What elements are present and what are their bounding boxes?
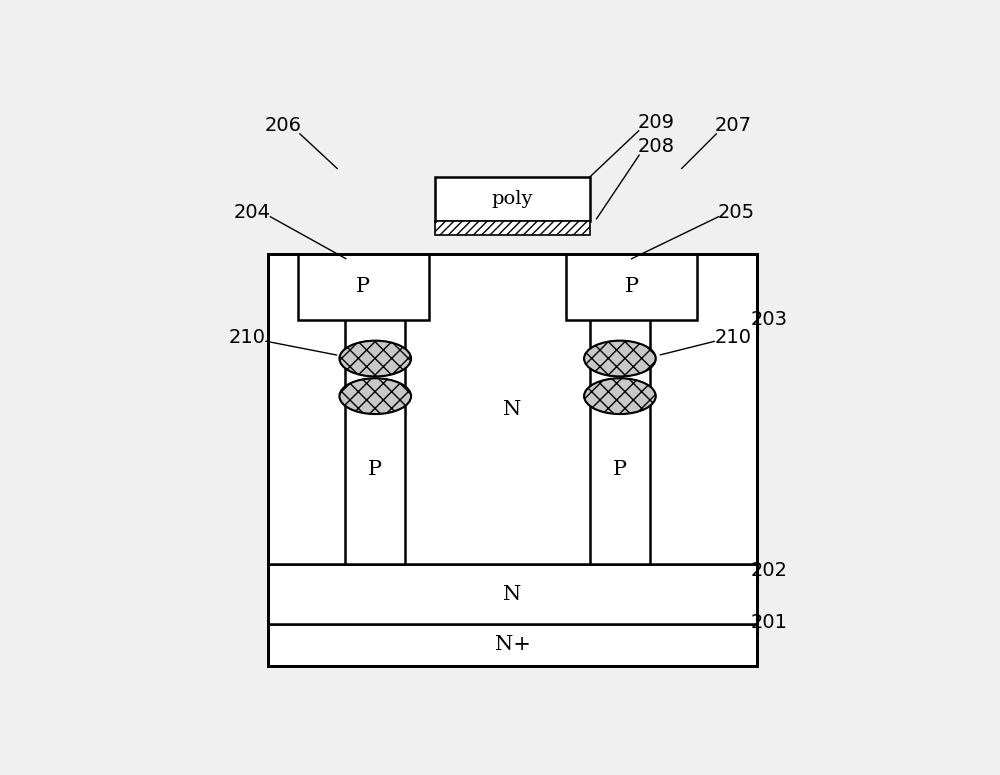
FancyArrowPatch shape <box>660 341 714 355</box>
FancyArrowPatch shape <box>300 133 337 169</box>
Bar <box>268 624 757 666</box>
Bar <box>435 177 590 222</box>
Text: 202: 202 <box>751 561 788 580</box>
Bar <box>268 254 757 564</box>
Text: 206: 206 <box>264 116 301 136</box>
Text: P: P <box>356 277 370 297</box>
FancyArrowPatch shape <box>270 217 346 259</box>
Text: 209: 209 <box>637 113 674 133</box>
Text: P: P <box>368 460 382 479</box>
Bar <box>435 222 590 235</box>
FancyArrowPatch shape <box>596 155 639 219</box>
Text: N: N <box>503 400 522 419</box>
Text: 204: 204 <box>233 203 270 222</box>
Ellipse shape <box>339 341 411 377</box>
Bar <box>298 254 429 320</box>
Text: 210: 210 <box>715 328 752 347</box>
FancyArrowPatch shape <box>631 216 719 259</box>
Bar <box>345 314 405 564</box>
Ellipse shape <box>584 341 656 377</box>
Text: P: P <box>625 277 639 297</box>
Ellipse shape <box>339 378 411 414</box>
Text: N+: N+ <box>495 636 530 655</box>
Text: 207: 207 <box>715 116 752 136</box>
Text: 210: 210 <box>228 328 265 347</box>
Text: 205: 205 <box>718 203 755 222</box>
Bar <box>268 254 757 666</box>
Text: 201: 201 <box>751 614 788 632</box>
Text: N: N <box>503 585 522 604</box>
Bar <box>566 254 697 320</box>
FancyArrowPatch shape <box>266 341 337 355</box>
Text: 208: 208 <box>637 137 674 157</box>
Ellipse shape <box>584 378 656 414</box>
Bar <box>590 314 650 564</box>
FancyArrowPatch shape <box>682 134 716 169</box>
FancyArrowPatch shape <box>589 131 639 177</box>
Bar <box>268 564 757 624</box>
Text: P: P <box>613 460 627 479</box>
Text: poly: poly <box>492 190 533 208</box>
Text: 203: 203 <box>751 310 788 329</box>
